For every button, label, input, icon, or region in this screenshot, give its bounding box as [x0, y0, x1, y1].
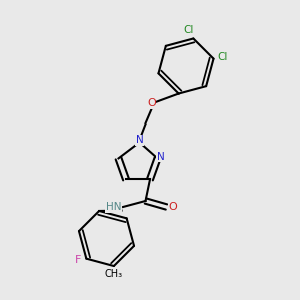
- Text: HN: HN: [106, 202, 121, 212]
- Text: Cl: Cl: [184, 26, 194, 35]
- Text: F: F: [75, 255, 81, 265]
- Text: Cl: Cl: [217, 52, 228, 62]
- Text: N: N: [157, 152, 164, 162]
- Text: CH₃: CH₃: [105, 269, 123, 279]
- Text: N: N: [136, 135, 143, 145]
- Text: O: O: [147, 98, 156, 109]
- Text: O: O: [168, 202, 177, 212]
